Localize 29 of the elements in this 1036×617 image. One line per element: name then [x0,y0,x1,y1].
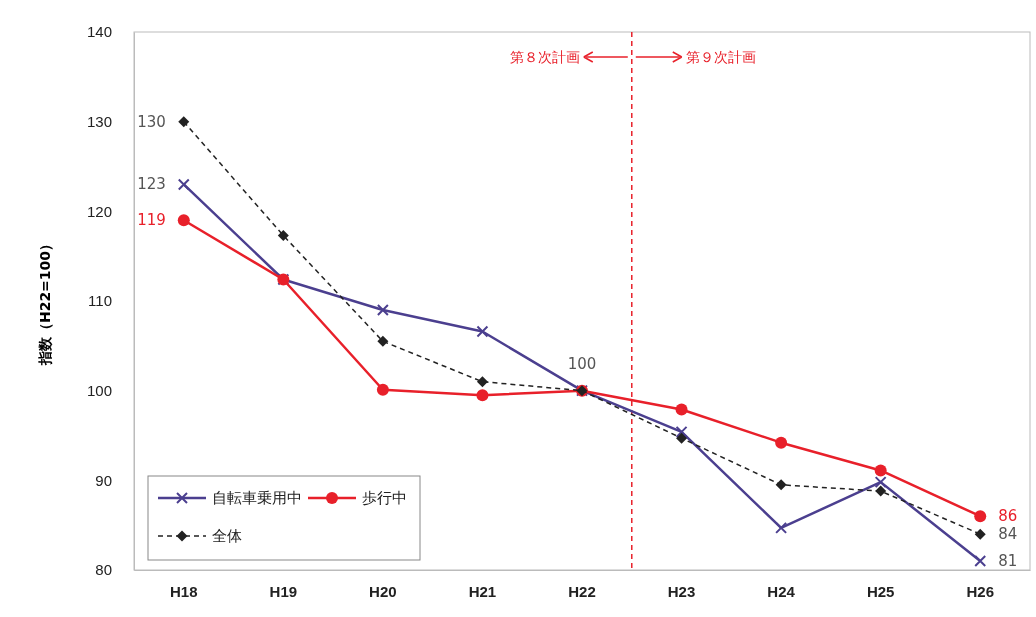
y-tick-label: 80 [95,561,112,579]
y-tick-label: 130 [86,112,112,130]
x-tick-label: H24 [767,582,796,600]
legend-label: 自転車乗用中 [212,489,302,507]
data-label: 130 [137,112,166,131]
y-tick-label: 140 [86,23,112,41]
data-label: 81 [998,552,1018,571]
y-tick-label: 120 [86,202,112,220]
x-tick-label: H20 [369,582,397,600]
legend-label: 歩行中 [362,489,407,507]
legend-label: 全体 [212,527,242,545]
x-tick-label: H21 [468,582,497,600]
annotation: 第９次計画 [685,49,756,65]
data-label: 84 [998,525,1018,544]
x-tick-label: H18 [170,582,198,600]
data-label: 123 [137,175,166,194]
data-label: 100 [567,354,597,373]
data-label: 86 [998,507,1018,526]
x-tick-label: H23 [667,582,696,600]
x-tick-label: H22 [568,582,596,600]
y-tick-label: 90 [95,471,112,489]
y-axis-title: 指数（H22=100） [37,236,53,367]
x-tick-label: H26 [966,582,994,600]
y-tick-label: 110 [88,292,112,310]
data-label: 119 [137,211,166,230]
x-tick-label: H25 [866,582,895,600]
y-tick-label: 100 [86,381,112,399]
x-tick-label: H19 [269,582,298,600]
annotation: 第８次計画 [509,49,580,65]
